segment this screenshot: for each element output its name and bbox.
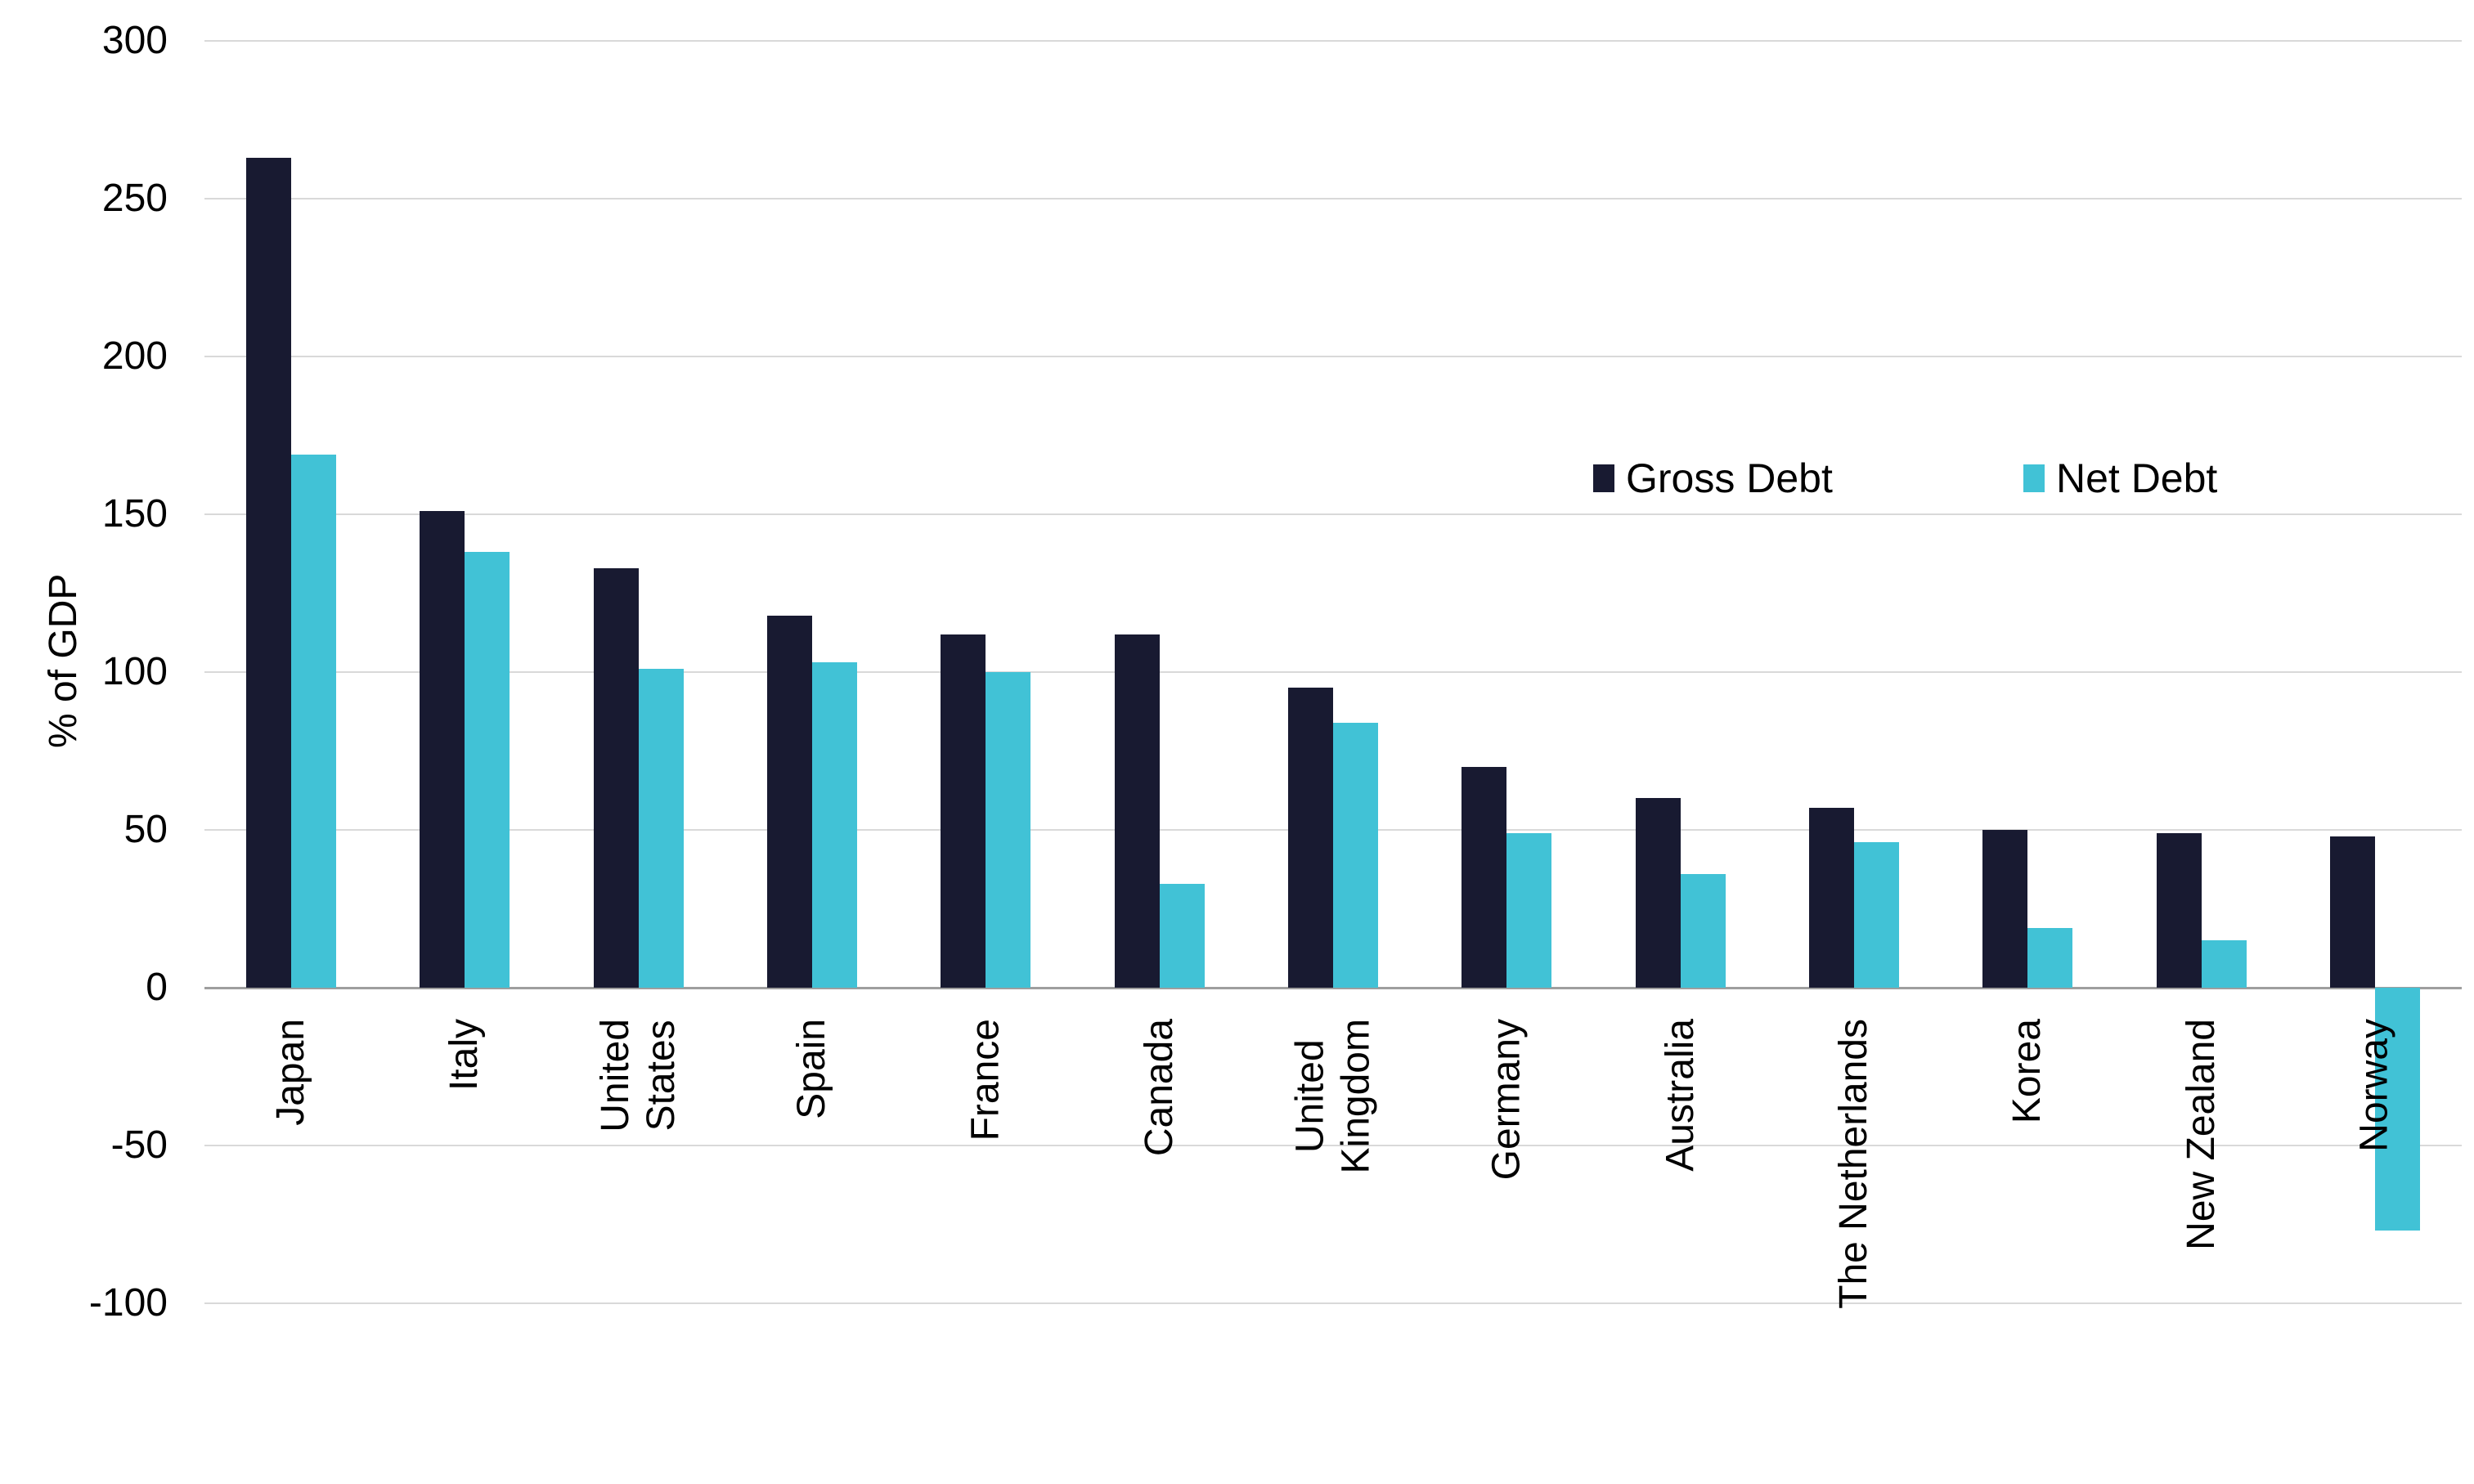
bar-gross-debt-australia	[1635, 798, 1681, 988]
bar-gross-debt-united-states	[593, 567, 639, 988]
y-tick-label-250: 250	[101, 177, 168, 220]
x-label-japan: Japan	[269, 1019, 313, 1126]
bar-gross-debt-korea	[1982, 830, 2028, 988]
bar-net-debt-korea	[2027, 927, 2073, 988]
bar-gross-debt-japan	[246, 157, 292, 988]
bar-gross-debt-new-zealand	[2156, 832, 2202, 988]
bar-gross-debt-canada	[1114, 634, 1160, 988]
bar-net-debt-australia	[1680, 874, 1726, 988]
bar-net-debt-united-kingdom	[1333, 722, 1378, 988]
bar-gross-debt-italy	[420, 511, 465, 988]
x-label-france: France	[963, 1019, 1008, 1141]
x-label-germany: Germany	[1484, 1019, 1529, 1181]
y-axis-title: % of GDP	[42, 573, 85, 748]
gridline-200	[204, 356, 2462, 357]
x-label-united-states: United States	[593, 1019, 683, 1132]
gross-debt-swatch-icon	[1593, 464, 1614, 492]
bar-gross-debt-the-netherlands	[1808, 807, 1854, 988]
bar-gross-debt-germany	[1462, 766, 1507, 988]
bar-net-debt-italy	[465, 552, 510, 988]
bar-gross-debt-norway	[2329, 836, 2375, 988]
y-tick-label-0: 0	[146, 966, 168, 1009]
y-tick-label-50: 50	[123, 808, 168, 851]
legend-item-net-debt: Net Debt	[2023, 455, 2217, 502]
bar-net-debt-norway	[2374, 988, 2420, 1231]
bar-gross-debt-united-kingdom	[1288, 688, 1333, 988]
x-label-norway: Norway	[2352, 1019, 2396, 1152]
bar-net-debt-france	[986, 672, 1031, 988]
legend-label-gross-debt: Gross Debt	[1626, 455, 1833, 501]
bar-gross-debt-spain	[767, 615, 813, 988]
bar-net-debt-spain	[812, 662, 858, 988]
bar-net-debt-new-zealand	[2201, 940, 2247, 988]
legend-item-gross-debt: Gross Debt	[1593, 455, 1833, 502]
x-label-spain: Spain	[790, 1019, 834, 1119]
x-label-new-zealand: New Zealand	[2179, 1019, 2223, 1250]
bar-net-debt-canada	[1159, 883, 1205, 988]
y-tick-label--100: -100	[88, 1281, 168, 1325]
x-label-italy: Italy	[442, 1019, 487, 1092]
gridline-0	[204, 986, 2462, 989]
gridline-150	[204, 513, 2462, 515]
x-label-australia: Australia	[1658, 1019, 1702, 1172]
bar-gross-debt-france	[941, 634, 986, 988]
x-label-korea: Korea	[2005, 1019, 2050, 1124]
bar-net-debt-germany	[1506, 832, 1552, 988]
y-tick-label-100: 100	[101, 650, 168, 693]
y-tick-label-300: 300	[101, 19, 168, 62]
gridline--50	[204, 1145, 2462, 1146]
gridline-250	[204, 198, 2462, 200]
x-label-canada: Canada	[1137, 1019, 1181, 1157]
gridline-100	[204, 671, 2462, 673]
gridline--100	[204, 1302, 2462, 1304]
y-tick-label-200: 200	[101, 334, 168, 378]
x-label-united-kingdom: United Kingdom	[1288, 1019, 1377, 1174]
bar-net-debt-the-netherlands	[1853, 842, 1899, 988]
bar-net-debt-united-states	[638, 669, 684, 988]
x-label-the-netherlands: The Netherlands	[1831, 1019, 1875, 1309]
gridline-300	[204, 40, 2462, 42]
net-debt-swatch-icon	[2023, 464, 2045, 492]
bar-net-debt-japan	[291, 454, 337, 988]
y-tick-label-150: 150	[101, 492, 168, 536]
y-tick-label--50: -50	[110, 1123, 168, 1167]
legend-label-net-debt: Net Debt	[2056, 455, 2218, 501]
